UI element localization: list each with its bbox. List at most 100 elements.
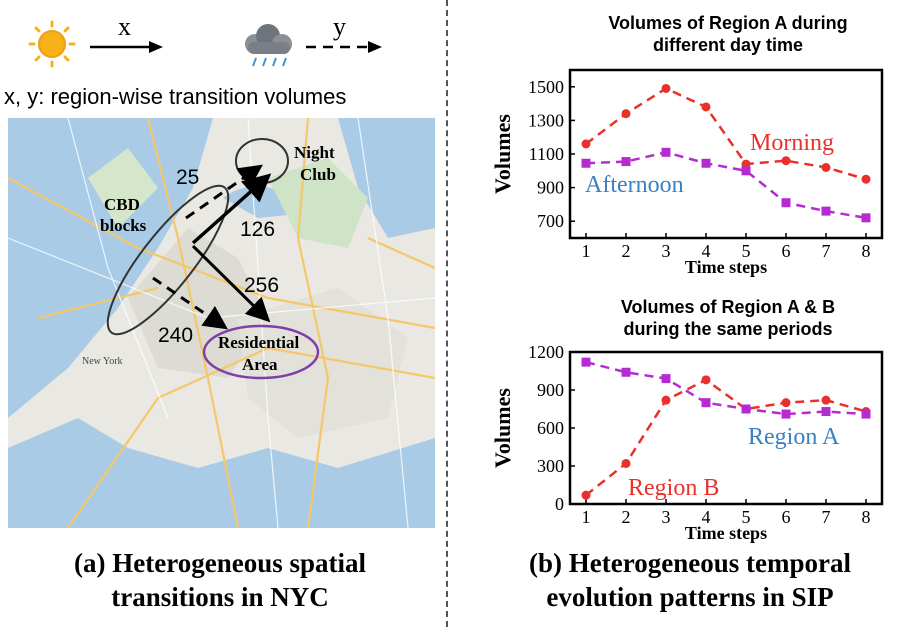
caption-b-line1: (b) Heterogeneous temporal [529,548,851,578]
series-label-morning: Morning [750,130,834,156]
data-point [821,162,831,172]
data-point [821,395,831,405]
x-axis-label: Time steps [685,257,767,277]
dashed-arrow-y [306,41,382,53]
data-point [741,404,751,414]
y-tick-label: 900 [537,380,564,400]
data-point [781,198,791,208]
data-point [621,458,631,468]
data-point [621,157,631,167]
data-point [781,398,791,408]
data-point [661,147,671,157]
y-tick-label: 0 [555,494,564,514]
y-axis-label: Volumes [490,388,515,468]
cbd-label-line2: blocks [100,216,147,235]
x-tick-label: 3 [662,241,671,261]
series-label-region-b: Region B [628,475,719,501]
sun-icon [28,20,76,68]
plot-frame [568,68,884,240]
legend-description: x, y: region-wise transition volumes [4,84,347,109]
y-tick-label: 1100 [529,144,564,164]
x-tick-label: 3 [662,507,671,527]
legend-graphic: x y [28,12,382,68]
series-line-region-a [585,360,867,416]
caption-a-line1: (a) Heterogeneous spatial [74,548,366,578]
y-tick-label: 900 [537,178,564,198]
x-label: x [118,12,131,41]
data-point [741,166,751,176]
volume-25: 25 [176,166,199,189]
x-tick-label: 7 [822,507,831,527]
data-point [581,490,591,500]
caption-b-line2: evolution patterns in SIP [546,582,834,612]
y-tick-label: 1500 [528,77,564,97]
x-tick-label: 6 [782,507,791,527]
data-point [781,409,791,419]
volume-126: 126 [240,218,275,241]
arrow-cbd-club-solid [191,173,272,245]
cbd-label-line1: CBD [104,195,140,214]
chart2-title-line1: Volumes of Region A & B [620,297,836,317]
data-point [661,83,671,93]
data-point [581,357,591,367]
data-point [621,109,631,119]
panel-divider [446,0,448,627]
y-tick-label: 1300 [528,110,564,130]
arrow-cbd-res-dashed [152,276,228,330]
chart1-title-line2: different day time [652,35,804,55]
series-line-morning [585,87,867,181]
volume-240: 240 [158,324,193,347]
x-tick-label: 6 [782,241,791,261]
y-tick-label: 1200 [528,342,564,362]
caption-b: (b) Heterogeneous temporal evolution pat… [470,546,910,614]
arrow-cbd-res-solid [191,244,271,323]
x-tick-label: 1 [582,241,591,261]
data-point [821,407,831,417]
caption-a-line2: transitions in NYC [111,582,329,612]
data-point [701,375,711,385]
data-point [661,395,671,405]
series-line-afternoon [585,151,867,220]
series-label-region-a: Region A [748,424,840,450]
y-label: y [333,12,346,41]
new-york-label: New York [82,356,123,367]
residential-oval [202,324,320,380]
chart1-title: Volumes of Region A during different day… [548,12,908,56]
data-point [581,158,591,168]
data-point [661,374,671,384]
data-point [781,156,791,166]
series-label-afternoon: Afternoon [585,172,684,198]
x-tick-label: 5 [742,241,751,261]
x-tick-label: 2 [622,507,631,527]
data-point [861,174,871,184]
x-tick-label: 8 [862,507,871,527]
data-point [581,139,591,149]
chart1: 700 900 1100 1300 1500 1 2 3 4 5 6 7 8 Time steps Volu… [490,68,884,277]
chart2: 0 300 600 900 1200 1 2 3 4 5 6 7 8 Time steps Volumes R… [490,342,884,543]
residential-label-line2: Area [242,355,278,374]
solid-arrow-x [90,41,163,53]
x-tick-label: 7 [822,241,831,261]
nightclub-label-line2: Club [300,165,336,184]
data-point [701,398,711,408]
y-tick-label: 300 [537,456,564,476]
residential-label-line1: Residential [218,333,300,352]
y-tick-label: 700 [537,211,564,231]
data-point [701,102,711,112]
cbd-oval [106,184,230,336]
data-point [621,367,631,377]
x-axis-label: Time steps [685,523,767,543]
series-line-region-b [585,378,867,497]
y-tick-label: 600 [537,418,564,438]
storm-cloud-icon [245,24,292,67]
caption-a: (a) Heterogeneous spatial transitions in… [0,546,440,614]
map-graphic: CBD blocks Night Club Residential Area N… [8,118,435,528]
data-point [821,206,831,216]
x-tick-label: 5 [742,507,751,527]
chart1-title-line1: Volumes of Region A during [608,13,848,33]
chart2-title-line2: during the same periods [623,319,833,339]
x-tick-label: 2 [622,241,631,261]
x-tick-label: 4 [702,507,711,527]
x-tick-label: 8 [862,241,871,261]
y-axis-label: Volumes [490,114,515,194]
